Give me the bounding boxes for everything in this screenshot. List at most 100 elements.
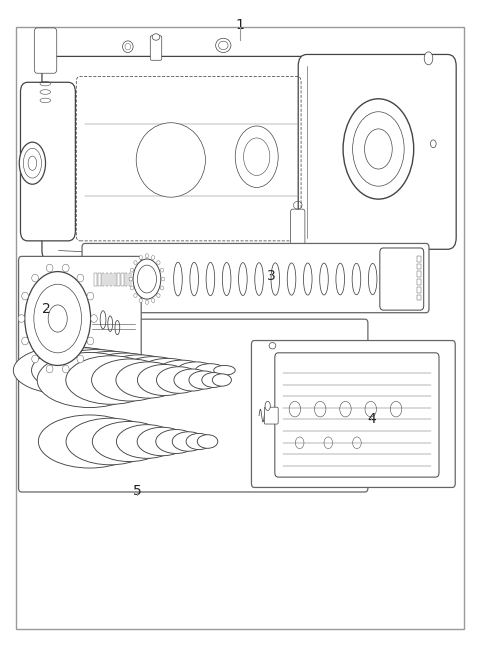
Ellipse shape — [190, 263, 199, 296]
Ellipse shape — [206, 263, 215, 296]
Ellipse shape — [161, 277, 165, 281]
Ellipse shape — [159, 360, 204, 380]
Ellipse shape — [38, 415, 141, 468]
Ellipse shape — [287, 263, 296, 295]
Ellipse shape — [303, 263, 312, 295]
Ellipse shape — [156, 367, 201, 393]
Ellipse shape — [37, 352, 142, 408]
FancyBboxPatch shape — [19, 319, 368, 492]
FancyBboxPatch shape — [21, 83, 75, 241]
Ellipse shape — [77, 355, 84, 363]
Ellipse shape — [32, 355, 38, 363]
Ellipse shape — [46, 365, 53, 373]
Ellipse shape — [22, 292, 28, 300]
Ellipse shape — [115, 320, 120, 335]
Ellipse shape — [160, 286, 164, 290]
Ellipse shape — [92, 359, 169, 401]
Ellipse shape — [139, 255, 143, 259]
Ellipse shape — [139, 298, 143, 302]
Ellipse shape — [271, 263, 280, 295]
Ellipse shape — [122, 41, 133, 53]
Ellipse shape — [48, 305, 67, 332]
Ellipse shape — [265, 401, 270, 410]
Bar — [129, 273, 131, 286]
Ellipse shape — [352, 263, 361, 295]
Text: 4: 4 — [367, 412, 376, 426]
Ellipse shape — [160, 268, 164, 272]
Bar — [417, 279, 421, 285]
Ellipse shape — [255, 263, 264, 295]
Ellipse shape — [87, 337, 94, 345]
Bar — [117, 273, 120, 286]
Ellipse shape — [431, 140, 436, 148]
Ellipse shape — [145, 300, 149, 304]
Ellipse shape — [152, 34, 160, 40]
FancyBboxPatch shape — [264, 407, 278, 424]
Ellipse shape — [116, 362, 181, 398]
FancyBboxPatch shape — [34, 28, 57, 73]
Bar — [95, 273, 97, 286]
Ellipse shape — [62, 365, 69, 373]
Ellipse shape — [92, 421, 166, 461]
FancyBboxPatch shape — [19, 256, 141, 378]
Ellipse shape — [19, 142, 46, 184]
Ellipse shape — [152, 298, 155, 302]
Ellipse shape — [174, 262, 182, 296]
Ellipse shape — [197, 435, 218, 448]
Ellipse shape — [28, 156, 36, 170]
Ellipse shape — [320, 263, 328, 295]
Ellipse shape — [195, 364, 225, 377]
Ellipse shape — [336, 263, 345, 295]
Ellipse shape — [32, 348, 133, 393]
Text: 2: 2 — [42, 302, 51, 317]
Bar — [121, 273, 123, 286]
Ellipse shape — [134, 261, 137, 265]
Ellipse shape — [157, 261, 160, 265]
Bar — [102, 273, 105, 286]
Ellipse shape — [13, 346, 123, 395]
FancyBboxPatch shape — [82, 244, 429, 313]
Ellipse shape — [189, 371, 218, 389]
Ellipse shape — [157, 294, 160, 298]
Bar — [114, 273, 116, 286]
Bar — [125, 273, 127, 286]
Ellipse shape — [46, 264, 53, 272]
Bar — [106, 273, 108, 286]
FancyBboxPatch shape — [252, 341, 455, 488]
Ellipse shape — [100, 311, 106, 329]
Ellipse shape — [141, 358, 194, 382]
FancyBboxPatch shape — [150, 36, 162, 60]
Text: 1: 1 — [236, 18, 244, 32]
Text: 5: 5 — [133, 484, 142, 499]
Ellipse shape — [123, 357, 184, 384]
Ellipse shape — [66, 356, 156, 404]
FancyBboxPatch shape — [380, 248, 424, 310]
Ellipse shape — [86, 353, 164, 387]
Ellipse shape — [116, 424, 178, 458]
FancyBboxPatch shape — [298, 55, 456, 250]
Ellipse shape — [212, 374, 231, 386]
Ellipse shape — [235, 126, 278, 187]
Ellipse shape — [18, 315, 25, 322]
Ellipse shape — [214, 365, 235, 375]
Ellipse shape — [130, 268, 133, 272]
Ellipse shape — [368, 263, 377, 294]
Bar — [417, 263, 421, 269]
Bar — [417, 255, 421, 261]
Bar — [417, 294, 421, 300]
Ellipse shape — [174, 369, 211, 391]
Ellipse shape — [129, 277, 132, 281]
Ellipse shape — [152, 255, 155, 259]
Ellipse shape — [62, 264, 69, 272]
Ellipse shape — [32, 274, 38, 282]
Ellipse shape — [222, 263, 231, 296]
Text: 3: 3 — [267, 268, 276, 283]
Ellipse shape — [108, 316, 113, 332]
Ellipse shape — [156, 430, 196, 454]
Ellipse shape — [130, 286, 133, 290]
Ellipse shape — [364, 129, 392, 169]
Ellipse shape — [68, 352, 154, 389]
Ellipse shape — [239, 263, 247, 296]
Ellipse shape — [186, 434, 212, 450]
Ellipse shape — [424, 52, 433, 65]
